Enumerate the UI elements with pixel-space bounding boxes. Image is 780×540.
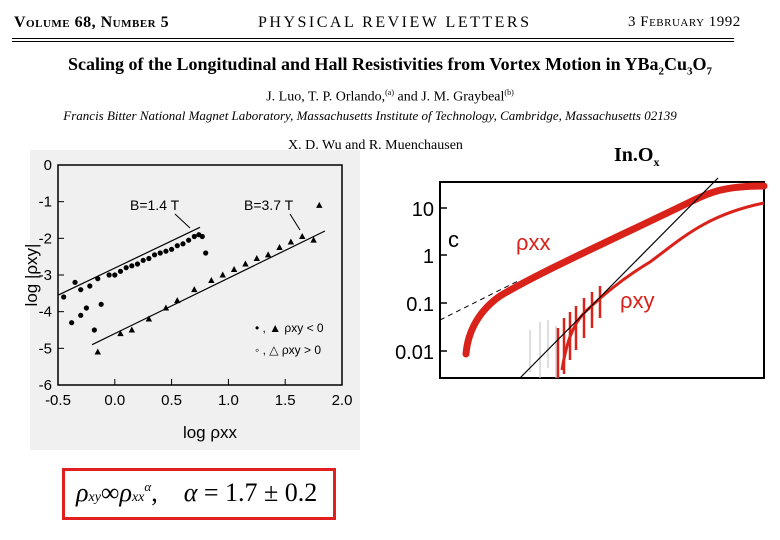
curve-rho-xy <box>560 201 765 371</box>
data-point-triangle <box>145 315 153 322</box>
data-point-triangle <box>128 326 136 333</box>
left-chart-background <box>30 150 360 450</box>
data-point-circle <box>134 261 141 267</box>
data-point-circle <box>146 255 152 262</box>
x-axis-label: log ρxx <box>183 423 238 442</box>
formula-box <box>62 468 336 520</box>
data-point-triangle <box>253 255 260 261</box>
data-point-triangle <box>287 238 295 245</box>
fit-line <box>519 177 719 379</box>
data-point-circle <box>186 237 192 243</box>
data-point-triangle <box>94 348 101 355</box>
data-point-circle <box>69 320 75 326</box>
fit-line-b14 <box>57 226 201 296</box>
data-point-circle <box>151 252 158 258</box>
y-tick-label: -5 <box>39 340 52 357</box>
data-point-circle <box>199 233 205 240</box>
data-point-circle <box>203 250 209 256</box>
paper-affiliation: Francis Bitter National Magnet Laborator… <box>63 108 677 123</box>
y-tick-label: 0 <box>44 157 52 174</box>
data-point-circle <box>112 272 118 278</box>
legend-entry-positive: ◦ , △ ρxy > 0 <box>255 343 321 357</box>
label-rho-xy: ρxy <box>620 288 655 313</box>
x-tick-label: 0.5 <box>161 392 182 409</box>
y-tick-label: -1 <box>39 194 52 211</box>
data-point-circle <box>78 287 84 293</box>
right-chart-inox-resistivity: 10 1 0.1 0.01 c ρxx ρxy <box>395 177 768 379</box>
data-point-triangle <box>310 236 317 243</box>
right-y-tick-label: 10 <box>412 199 434 221</box>
data-point-circle <box>174 243 180 249</box>
data-point-triangle <box>242 260 249 267</box>
curve-rho-xx <box>462 182 768 358</box>
y-tick-label: -6 <box>39 377 52 394</box>
x-tick-label: 1.5 <box>275 392 296 409</box>
data-point-circle <box>191 233 197 240</box>
data-point-triangle <box>174 297 181 304</box>
left-chart-resistivity-scaling: -0.5 0.0 0.5 1.0 1.5 2.0 0 -1 -2 -3 -4 -5 -6 log ρxx l… <box>22 150 360 450</box>
scaling-formula: ρxy∞ρxxα, α = 1.7 ± 0.2 <box>76 478 318 507</box>
data-point-triangle <box>208 277 215 283</box>
fit-line-b37 <box>91 230 326 346</box>
data-point-circle <box>95 276 101 282</box>
data-point-circle <box>106 272 112 278</box>
annotation-b37: B=3.7 T <box>244 197 294 213</box>
journal-volume: Volume 68, Number 5 <box>14 14 170 31</box>
y-axis-label: log |ρxy| <box>22 244 41 307</box>
material-label: In.Ox <box>614 144 660 169</box>
paper-coauthors: X. D. Wu and R. Muenchausen <box>288 138 463 153</box>
right-y-tick-label: 0.1 <box>406 294 434 316</box>
right-y-tick-label: 0.01 <box>395 342 434 364</box>
data-point-circle <box>140 257 146 263</box>
x-tick-label: 0.0 <box>104 392 125 409</box>
x-tick-label: 2.0 <box>332 392 353 409</box>
data-point-circle <box>123 265 129 271</box>
data-point-triangle <box>276 244 283 250</box>
data-point-circle <box>180 241 186 247</box>
data-point-circle <box>61 294 67 300</box>
data-point-circle <box>117 268 124 274</box>
annotation-b14-leader <box>174 213 191 229</box>
data-point-circle <box>87 283 93 289</box>
data-point-circle <box>169 246 175 252</box>
header-rule-bottom <box>12 41 734 42</box>
right-chart-frame <box>439 181 765 379</box>
x-tick-label: -0.5 <box>45 392 71 409</box>
panel-label: c <box>448 227 459 252</box>
data-point-triangle <box>264 251 272 258</box>
data-point-circle <box>91 327 97 333</box>
extrapolation-dashed-line <box>439 279 521 321</box>
data-point-circle <box>129 263 135 269</box>
data-point-triangle <box>230 266 238 272</box>
data-point-triangle <box>219 271 226 278</box>
data-point-triangle <box>299 233 306 239</box>
data-point-triangle <box>191 286 198 293</box>
data-point-circle <box>72 279 78 285</box>
data-point-triangle <box>162 304 170 311</box>
data-point-triangle <box>316 201 323 208</box>
header-rule-top <box>12 38 734 39</box>
label-rho-xx: ρxx <box>516 230 551 255</box>
data-point-circle <box>98 301 104 307</box>
data-point-triangle <box>117 330 124 337</box>
paper-authors: J. Luo, T. P. Orlando,(a) and J. M. Gray… <box>266 88 514 105</box>
legend-entry-negative: • , ▲ ρxy < 0 <box>255 321 324 335</box>
y-tick-label: -4 <box>39 304 52 321</box>
data-point-circle <box>157 250 163 256</box>
x-tick-label: 1.0 <box>218 392 239 409</box>
data-point-circle <box>78 312 84 318</box>
y-tick-label: -2 <box>39 230 52 247</box>
y-tick-label: -3 <box>39 267 52 284</box>
paper-title: Scaling of the Longitudinal and Hall Res… <box>67 54 713 78</box>
right-y-tick-label: 1 <box>423 246 434 268</box>
journal-date: 3 February 1992 <box>628 14 741 30</box>
journal-name: PHYSICAL REVIEW LETTERS <box>258 14 532 31</box>
data-point-circle <box>163 248 169 254</box>
data-point-circle <box>83 305 89 311</box>
annotation-b37-leader <box>289 213 301 231</box>
annotation-b14: B=1.4 T <box>130 197 180 213</box>
